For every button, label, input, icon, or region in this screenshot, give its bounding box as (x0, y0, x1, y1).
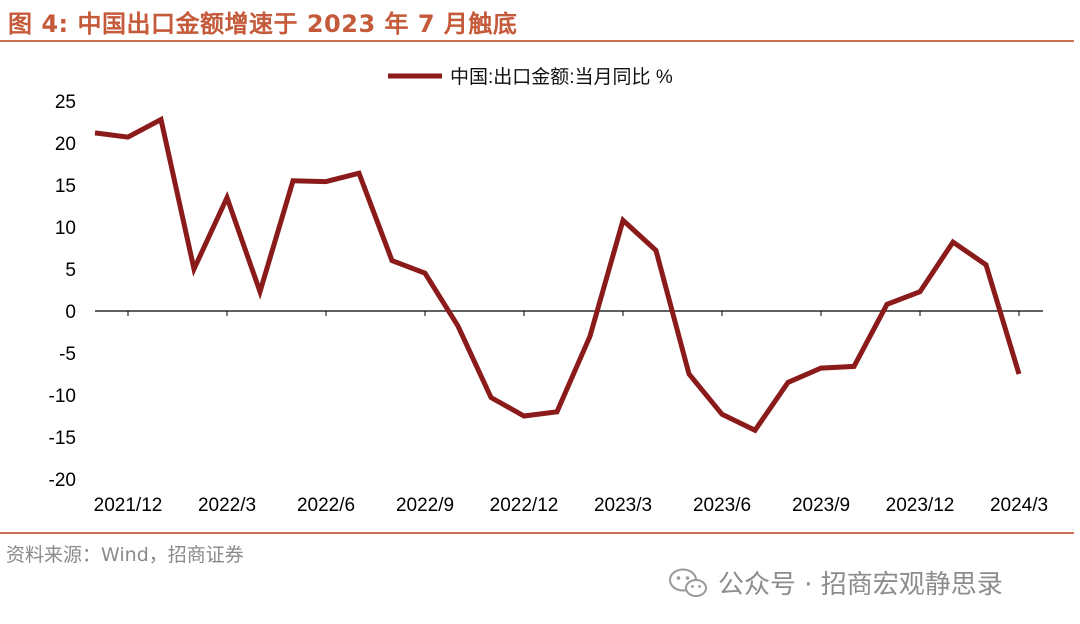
x-axis: 2021/12 2022/3 2022/6 2022/9 2022/12 2023/3 20… (94, 310, 1048, 516)
watermark: 公众号 · 招商宏观静思录 (668, 564, 1003, 601)
top-rule (0, 40, 1074, 42)
watermark-text: 公众号 · 招商宏观静思录 (718, 570, 1003, 600)
wechat-icon (669, 568, 707, 597)
x-tick-label: 2021/12 (94, 495, 163, 516)
y-tick-label: 25 (55, 92, 76, 113)
figure-title: 图 4: 中国出口金额增速于 2023 年 7 月触底 (8, 10, 518, 38)
bottom-rule (0, 532, 1074, 534)
x-tick-label: 2022/3 (198, 495, 256, 516)
chart-legend: 中国:出口金额:当月同比 % (388, 66, 673, 88)
chart-series (94, 115, 1022, 434)
y-tick-label: -10 (49, 386, 76, 407)
x-tick-label: 2023/6 (693, 495, 751, 516)
x-tick-label: 2023/3 (594, 495, 652, 516)
y-tick-label: 10 (55, 218, 76, 239)
x-tick-label: 2022/12 (490, 495, 559, 516)
x-tick-label: 2024/3 (990, 495, 1048, 516)
series-line-0 (94, 115, 1022, 434)
x-tick-label: 2022/6 (297, 495, 355, 516)
legend-label: 中国:出口金额:当月同比 % (450, 66, 673, 88)
y-tick-label: 20 (55, 134, 76, 155)
x-tick-label: 2022/9 (396, 495, 454, 516)
y-tick-label: 15 (55, 176, 76, 197)
y-tick-label: -20 (49, 470, 76, 491)
y-tick-label: 0 (65, 302, 76, 323)
export-growth-line-chart: 中国:出口金额:当月同比 % 25 20 15 10 5 0 -5 -10 -15 -20 202… (49, 66, 1049, 516)
y-tick-label: -15 (49, 428, 76, 449)
source-note: 资料来源：Wind，招商证券 (6, 544, 244, 566)
y-axis: 25 20 15 10 5 0 -5 -10 -15 -20 (49, 92, 76, 491)
x-tick-label: 2023/12 (886, 495, 955, 516)
y-tick-label: -5 (59, 344, 76, 365)
x-tick-label: 2023/9 (792, 495, 850, 516)
y-tick-label: 5 (65, 260, 76, 281)
